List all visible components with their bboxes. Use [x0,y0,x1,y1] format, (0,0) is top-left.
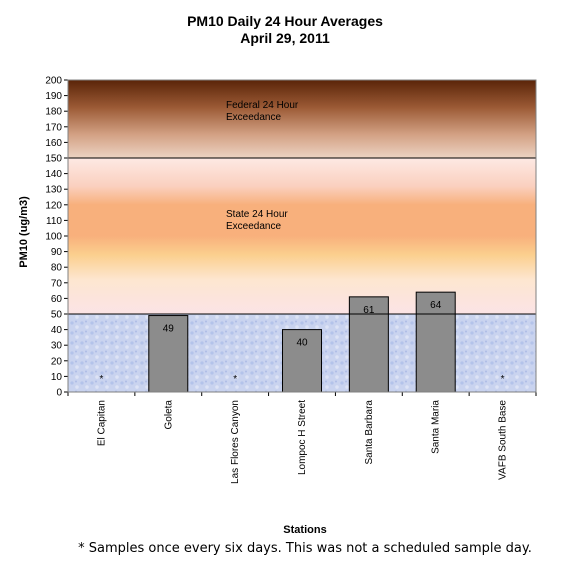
bar [282,329,322,393]
x-axis-label: Stations [283,524,327,536]
threshold-label: Exceedance [226,112,281,123]
data-label: 40 [296,338,308,349]
footnote: * Samples once every six days. This was … [78,541,532,556]
y-tick-label: 190 [45,91,62,102]
y-tick-label: 170 [45,122,62,133]
bar [415,291,456,393]
y-tick-label: 30 [51,341,63,352]
state-exceedance-band [68,158,536,314]
bar [148,315,189,393]
y-tick-label: 160 [45,138,62,149]
y-tick-label: 90 [51,247,63,258]
y-tick-label: 180 [45,107,62,118]
y-tick-label: 130 [45,185,62,196]
y-tick-label: 10 [51,372,63,383]
threshold-label: Exceedance [226,221,281,232]
chart-title: PM10 Daily 24 Hour Averages [187,13,383,29]
y-tick-label: 140 [45,169,62,180]
threshold-label: State 24 Hour [226,209,288,220]
y-tick-label: 100 [45,232,62,243]
x-tick-label: Lompoc H Street [297,400,308,475]
data-label: * [233,374,237,385]
x-tick-label: VAFB South Base [498,400,509,480]
x-tick-label: Santa Maria [431,400,442,454]
y-tick-label: 120 [45,200,62,211]
y-tick-label: 200 [45,76,62,87]
y-tick-label: 40 [51,325,63,336]
y-tick-label: 80 [51,263,63,274]
y-tick-label: 0 [56,388,62,399]
y-tick-label: 20 [51,356,63,367]
y-tick-label: 110 [46,216,62,227]
x-tick-label: Goleta [163,400,174,430]
x-tick-label: Las Flores Canyon [230,400,241,484]
threshold-label: Federal 24 Hour [226,100,299,111]
data-label: 61 [363,305,375,316]
y-tick-label: 70 [51,278,63,289]
y-tick-label: 60 [51,294,63,305]
y-tick-label: 50 [51,310,63,321]
data-label: * [99,374,103,385]
y-tick-label: 150 [45,154,62,165]
data-label: 64 [430,300,442,311]
data-label: 49 [163,324,175,335]
plot-area-border [67,79,537,393]
federal-exceedance-band [68,80,536,158]
x-tick-label: Santa Barbara [364,400,375,465]
bar [348,296,389,393]
data-label: * [501,374,505,385]
x-tick-label: El Capitan [96,400,107,446]
chart-subtitle: April 29, 2011 [240,30,330,46]
